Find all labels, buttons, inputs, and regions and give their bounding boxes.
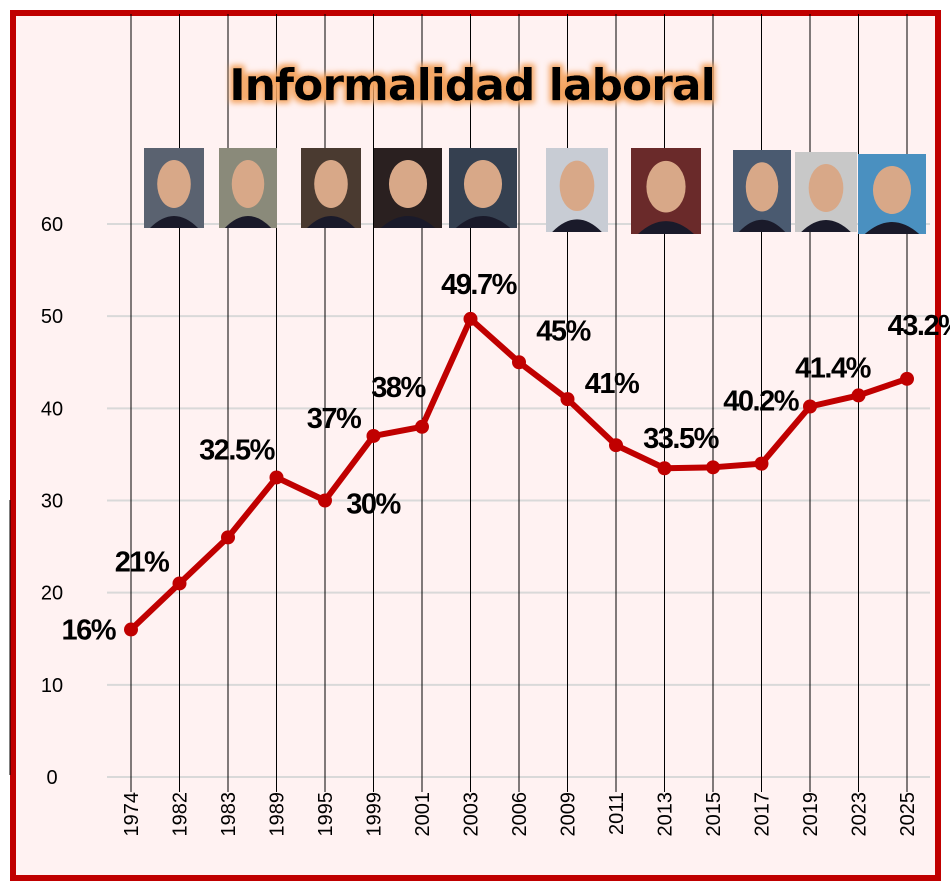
president-portrait <box>546 148 608 232</box>
data-point <box>754 456 769 471</box>
data-label: 21% <box>115 546 170 578</box>
x-tick-label: 2006 <box>509 792 531 837</box>
chart-title: Informalidad laboral <box>229 60 714 111</box>
president-portrait <box>858 154 926 234</box>
data-label: 41% <box>585 368 640 400</box>
president-portrait <box>449 148 517 228</box>
data-point <box>463 311 478 326</box>
president-portrait <box>795 152 857 232</box>
data-point <box>803 399 817 414</box>
data-point <box>172 576 187 591</box>
x-tick-label: 2019 <box>800 792 822 837</box>
president-portrait <box>144 148 204 228</box>
x-tick-label: 2009 <box>558 792 580 837</box>
y-tick-label: 0 <box>46 767 57 789</box>
x-tick-label: 1989 <box>267 792 289 837</box>
data-label: 40.2% <box>723 385 799 417</box>
y-tick-label: 60 <box>41 214 63 236</box>
data-point <box>851 388 866 403</box>
data-point <box>900 371 914 386</box>
data-point <box>124 622 138 637</box>
data-label: 16% <box>61 615 116 647</box>
y-tick-label: 50 <box>41 306 63 328</box>
data-label: 32.5% <box>199 434 275 466</box>
president-portrait <box>301 148 361 228</box>
president-portrait <box>733 150 791 232</box>
y-tick-label: 30 <box>41 491 63 513</box>
y-tick-label: 10 <box>41 675 63 697</box>
x-tick-label: 2015 <box>703 792 725 837</box>
x-tick-label: 2023 <box>849 792 871 837</box>
data-label: 30% <box>346 489 401 521</box>
data-label: 49.7% <box>441 269 517 301</box>
data-label: 45% <box>536 315 591 347</box>
x-tick-label: 2017 <box>752 792 774 837</box>
data-label: 38% <box>371 372 426 404</box>
data-label: 43.2% <box>888 310 950 342</box>
data-label: 37% <box>307 403 362 435</box>
x-tick-label: 1995 <box>315 792 337 837</box>
president-portrait <box>219 148 277 228</box>
president-portrait <box>374 148 442 228</box>
y-tick-label: 20 <box>41 583 63 605</box>
data-label: 33.5% <box>643 423 719 455</box>
x-tick-label: 1999 <box>364 792 386 837</box>
x-tick-label: 1982 <box>170 792 192 837</box>
data-point <box>415 419 429 434</box>
y-tick-label: 40 <box>41 398 63 420</box>
data-point <box>657 461 672 476</box>
x-tick-label: 2025 <box>897 792 919 837</box>
data-point <box>560 392 575 407</box>
data-point <box>366 428 381 443</box>
data-point <box>269 470 284 485</box>
x-tick-label: 1983 <box>218 792 240 837</box>
president-portrait <box>631 148 701 234</box>
x-tick-label: 2003 <box>461 792 483 837</box>
data-label: 41.4% <box>795 352 871 384</box>
x-tick-label: 2001 <box>412 792 434 837</box>
data-point <box>706 460 720 475</box>
data-point <box>318 493 332 508</box>
data-point <box>221 530 235 545</box>
x-tick-label: 2011 <box>606 792 628 835</box>
chart-background <box>10 10 941 881</box>
data-point <box>512 355 526 370</box>
data-point <box>609 438 623 453</box>
x-tick-label: 1974 <box>121 792 143 837</box>
x-tick-label: 2013 <box>655 792 677 837</box>
